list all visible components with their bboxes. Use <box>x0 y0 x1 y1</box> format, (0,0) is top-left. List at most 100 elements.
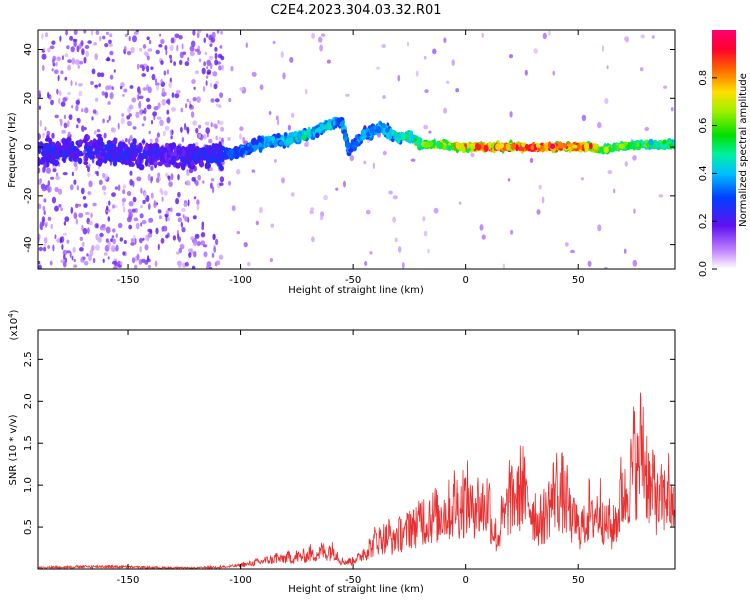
spectrogram-cell <box>55 176 61 181</box>
spectrogram-cell <box>70 46 75 53</box>
spectrogram-cell <box>211 252 215 258</box>
spectrogram-cell <box>179 59 183 66</box>
spectrogram-cell <box>49 260 53 266</box>
spectrogram-panel: -150 -100 -50 0 50 -40 -20 0 20 40 Height of str… <box>7 29 676 296</box>
spectrogram-cell <box>190 152 197 161</box>
spectrogram-cell <box>270 136 276 141</box>
spectrogram-cell <box>274 158 277 163</box>
spectrogram-cell <box>135 111 140 119</box>
spectrogram-cell <box>214 59 219 66</box>
spectrogram-cell <box>130 46 135 54</box>
spectrogram-cell <box>276 132 281 139</box>
spectrogram-cell <box>239 126 244 131</box>
spectrogram-cell <box>176 251 180 255</box>
spectrogram-cell <box>191 265 196 269</box>
spectrogram-cell <box>562 143 567 148</box>
snr-y-tick-label: 1.0 <box>23 477 34 493</box>
spectrogram-cell <box>147 173 151 181</box>
spectrogram-cell <box>230 65 234 72</box>
spectrogram-cell <box>69 251 72 258</box>
spectrogram-cell <box>78 60 84 65</box>
spectrogram-cell <box>61 244 64 250</box>
spectrogram-cell <box>213 157 218 162</box>
spectrogram-cell <box>61 129 67 134</box>
spectrogram-cell <box>63 254 66 260</box>
spectrogram-cell <box>67 91 71 96</box>
spectrogram-cell <box>51 153 57 160</box>
spectrogram-cell <box>214 143 221 151</box>
spectrogram-cell <box>218 120 224 126</box>
spectrogram-cell <box>212 186 215 194</box>
spectrogram-cell <box>293 131 298 138</box>
spectrogram-cell <box>166 69 169 75</box>
spectrogram-cell <box>332 119 336 127</box>
spectrogram-cell <box>178 35 183 40</box>
spectrogram-cell <box>78 90 83 97</box>
spectrogram-cell <box>227 136 231 141</box>
spectrogram-cell <box>195 180 199 187</box>
spectrogram-cell <box>96 223 99 229</box>
spectrogram-cell <box>153 161 158 166</box>
spectrogram-cell <box>81 224 84 231</box>
spectrogram-cell <box>210 37 216 43</box>
spectrogram-cell <box>146 65 150 73</box>
spectrogram-cell <box>38 160 41 167</box>
spectrogram-cell <box>186 98 189 103</box>
spectrogram-cell <box>642 141 647 145</box>
spectrogram-cell <box>127 208 133 214</box>
spectrogram-cell <box>58 204 62 208</box>
spectrogram-cell <box>99 35 102 42</box>
spectrogram-cell <box>123 45 127 52</box>
spectrogram-cell <box>67 64 71 71</box>
spectrogram-cell <box>160 60 164 65</box>
spectrogram-cell <box>181 43 184 50</box>
spectrogram-cell <box>190 236 195 241</box>
spectrogram-cell <box>131 257 136 264</box>
spectrogram-cell <box>87 40 92 44</box>
spectrogram-cell <box>111 192 116 198</box>
spectrogram-cell <box>277 119 280 126</box>
spectrogram-cell <box>155 137 159 143</box>
spectrogram-cell <box>109 92 114 100</box>
spectrogram-cell <box>154 82 160 86</box>
spectrogram-cell <box>219 176 225 183</box>
snr-x-tick-label: -100 <box>229 575 252 586</box>
spectrogram-cell <box>136 253 140 261</box>
spectrogram-cell <box>108 39 112 44</box>
spectrogram-cell <box>597 121 602 129</box>
spectrogram-cell <box>43 210 46 216</box>
spectrogram-cell <box>44 237 48 244</box>
spectrogram-cell <box>311 236 315 243</box>
spectrogram-cell <box>568 146 572 153</box>
spectrogram-cell <box>47 180 51 187</box>
spectrogram-cell <box>388 132 393 140</box>
spectrogram-cell <box>76 45 80 53</box>
spectrogram-cell <box>644 126 650 132</box>
spectrogram-cell <box>74 59 80 65</box>
spectrogram-cell <box>218 254 224 260</box>
spectrogram-cell <box>56 88 59 95</box>
spectrogram-cell <box>268 111 272 115</box>
spectrogram-cell <box>63 138 69 144</box>
spectrogram-cell <box>209 43 213 47</box>
spectrogram-cell <box>84 107 89 114</box>
spectrogram-cell <box>665 142 670 147</box>
spectrogram-cell <box>171 129 174 136</box>
spectrogram-cell <box>603 146 608 153</box>
spectrogram-cell <box>109 74 114 80</box>
spectrogram-cell <box>144 244 149 251</box>
spectrogram-cell <box>427 248 430 254</box>
spectrogram-cell <box>51 40 56 45</box>
spectrogram-cell <box>192 239 198 247</box>
spectrogram-cell <box>140 222 143 227</box>
spectrogram-cell <box>132 126 137 130</box>
spectrogram-cell <box>321 33 326 37</box>
spectrogram-cell <box>47 185 52 193</box>
spectrogram-cell <box>624 161 628 167</box>
spectrogram-cell <box>196 199 200 206</box>
spectrogram-cell <box>166 109 170 115</box>
spectrogram-cell <box>111 127 116 133</box>
spectrogram-cell <box>362 133 367 139</box>
spectrogram-cell <box>215 260 221 266</box>
spectrogram-cell <box>291 192 295 197</box>
